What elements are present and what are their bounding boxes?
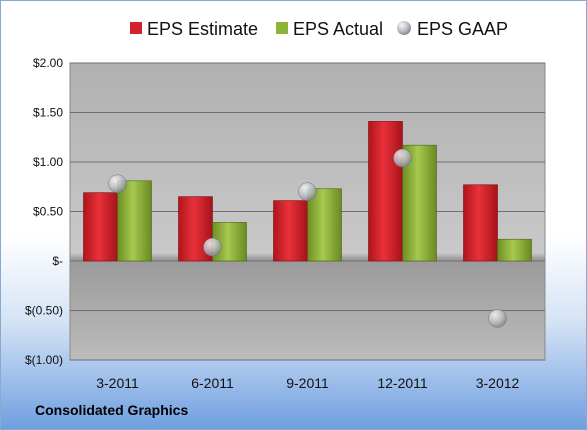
- legend-swatch-gaap: [397, 21, 411, 35]
- y-tick-label: $(0.50): [25, 304, 63, 318]
- x-category-label: 9-2011: [286, 375, 329, 391]
- actual-bar: [307, 188, 342, 262]
- y-tick-label: $1.00: [33, 155, 63, 169]
- legend-label-gaap: EPS GAAP: [417, 19, 508, 39]
- x-category-label: 12-2011: [377, 375, 428, 391]
- x-category-label: 6-2011: [191, 375, 234, 391]
- gaap-point: [108, 174, 127, 194]
- estimate-bar: [83, 192, 118, 262]
- y-axis-ticks: $2.00 $1.50 $1.00 $0.50 $- $(0.50) $(1.00): [25, 56, 63, 367]
- estimate-bar: [368, 121, 403, 262]
- legend-label-actual: EPS Actual: [293, 19, 383, 39]
- gaap-point: [203, 237, 222, 257]
- legend-swatch-actual: [276, 22, 288, 34]
- gaap-points: [108, 148, 507, 328]
- company-name: Consolidated Graphics: [35, 402, 189, 418]
- y-tick-label: $1.50: [33, 106, 63, 120]
- legend: EPS Estimate EPS Actual EPS GAAP: [130, 19, 508, 39]
- legend-swatch-estimate: [130, 22, 142, 34]
- legend-item-estimate: EPS Estimate: [130, 19, 258, 39]
- actual-bar: [117, 180, 152, 262]
- x-axis-categories: 3-2011 6-2011 9-2011 12-2011 3-2012: [96, 375, 519, 391]
- y-tick-label: $0.50: [33, 205, 63, 219]
- x-category-label: 3-2012: [476, 375, 520, 391]
- gaap-point: [393, 148, 412, 168]
- gaap-point: [488, 309, 507, 328]
- legend-item-gaap: EPS GAAP: [397, 19, 508, 39]
- actual-bar: [497, 238, 532, 262]
- legend-item-actual: EPS Actual: [276, 19, 383, 39]
- y-tick-label: $(1.00): [25, 353, 63, 367]
- gaap-point: [298, 182, 317, 201]
- y-tick-label: $-: [52, 254, 63, 268]
- estimate-bar: [273, 200, 308, 262]
- legend-label-estimate: EPS Estimate: [147, 19, 258, 39]
- x-category-label: 3-2011: [96, 375, 139, 391]
- estimate-bar: [463, 184, 498, 262]
- y-tick-label: $2.00: [33, 56, 63, 70]
